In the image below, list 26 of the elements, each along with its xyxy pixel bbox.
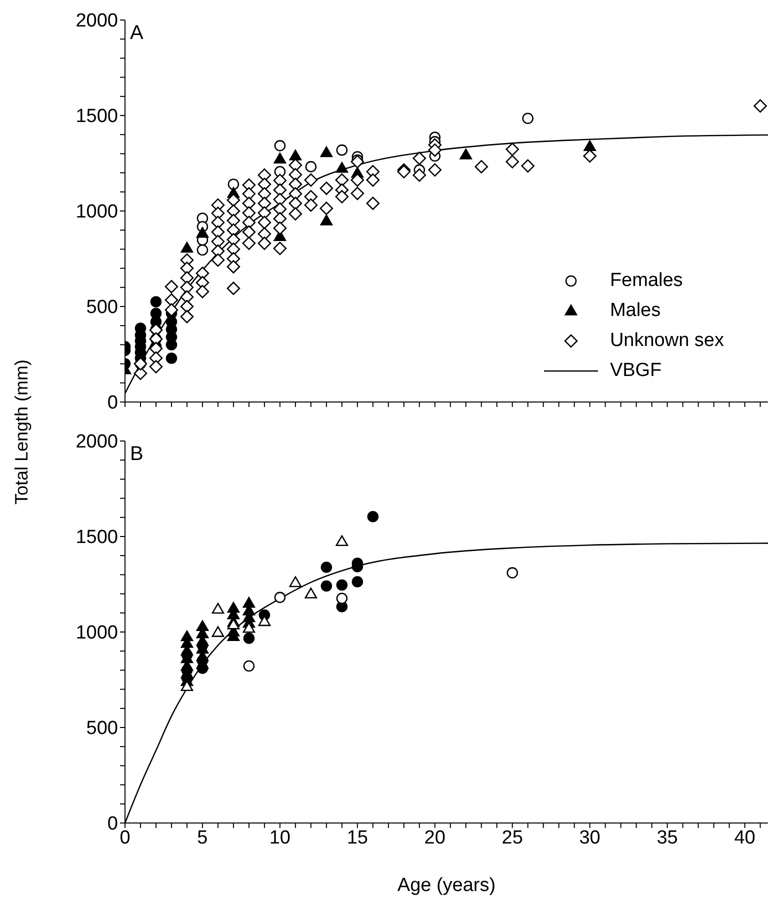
annotation: A xyxy=(130,22,144,45)
y-tick-label: 0 xyxy=(107,392,118,414)
x-tick-label: 20 xyxy=(424,827,446,848)
x-axis-title: Age (years) xyxy=(397,875,496,896)
y-tick-label: 500 xyxy=(86,297,118,318)
x-tick-label: 35 xyxy=(656,827,678,848)
y-tick-label: 1000 xyxy=(76,202,118,223)
legend-label: Males xyxy=(610,300,661,322)
x-tick-label: 10 xyxy=(269,827,291,848)
y-tick-label: 0 xyxy=(107,814,118,835)
x-tick-label: 40 xyxy=(734,827,756,848)
y-tick-label: 1500 xyxy=(76,106,118,128)
x-tick-label: 25 xyxy=(502,827,523,848)
legend-label: Unknown sex xyxy=(610,330,724,352)
x-tick-label: 5 xyxy=(197,827,208,848)
x-tick-label: 15 xyxy=(346,827,368,848)
legend-label: Females xyxy=(610,270,683,292)
y-tick-label: 500 xyxy=(86,718,118,740)
annotation: B xyxy=(130,443,144,466)
y-tick-label: 2000 xyxy=(76,432,118,453)
x-tick-label: 30 xyxy=(579,827,600,848)
legend-label: VBGF xyxy=(610,360,662,382)
y-tick-label: 1500 xyxy=(76,527,118,548)
y-axis-title: Total Length (mm) xyxy=(12,359,32,505)
y-tick-label: 1000 xyxy=(76,622,118,644)
y-tick-label: 2000 xyxy=(76,10,118,32)
